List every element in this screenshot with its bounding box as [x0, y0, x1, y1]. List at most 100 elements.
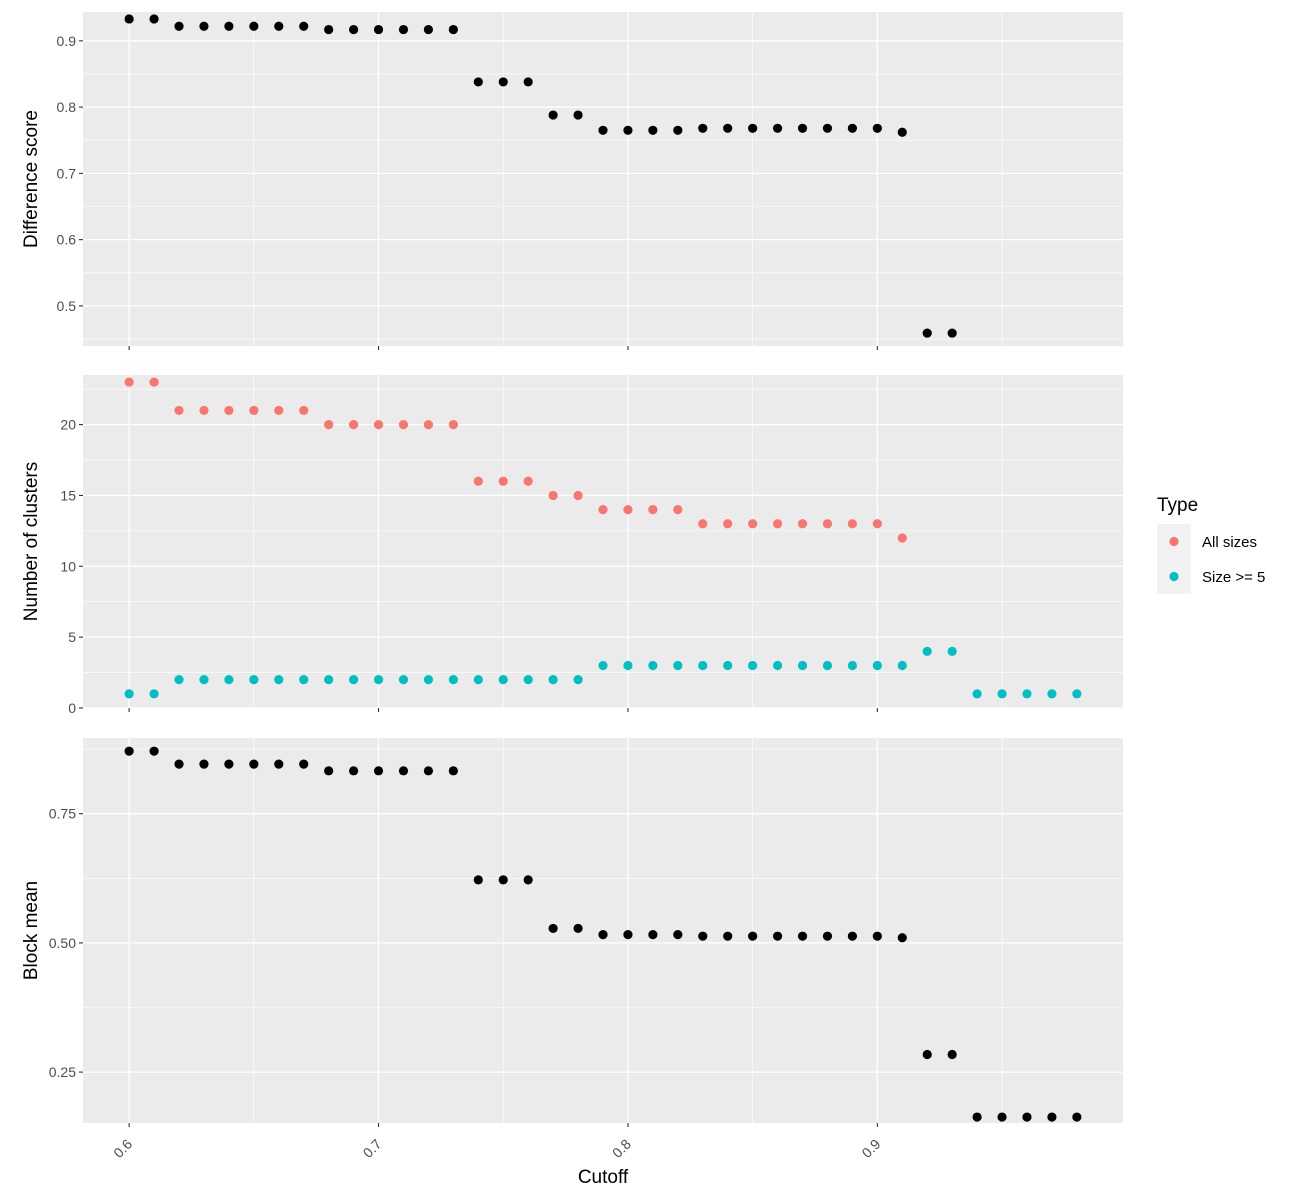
data-point	[523, 476, 533, 486]
data-point	[673, 660, 683, 671]
data-point	[398, 766, 409, 776]
y-tick-label: 0.5	[57, 298, 77, 314]
data-point	[748, 123, 758, 133]
data-point	[224, 21, 234, 31]
data-point	[698, 931, 708, 941]
x-tick-label: 0.8	[609, 1136, 634, 1161]
data-point	[299, 405, 309, 416]
y-tick-label: 0	[68, 700, 76, 716]
data-point	[224, 405, 234, 416]
data-point	[423, 766, 434, 776]
data-point	[548, 490, 558, 501]
y-tick-label: 0.7	[57, 165, 77, 181]
x-tick-label: 0.6	[110, 1136, 135, 1161]
data-point	[124, 377, 134, 387]
data-point	[872, 660, 882, 671]
data-point	[523, 875, 533, 885]
data-point	[772, 931, 783, 941]
data-point	[673, 505, 683, 515]
data-point	[348, 675, 359, 685]
data-point	[423, 675, 434, 685]
data-point	[249, 405, 259, 416]
data-point	[324, 766, 334, 776]
data-point	[947, 1049, 957, 1060]
data-point	[997, 689, 1007, 699]
data-point	[1022, 1112, 1032, 1122]
panel-background	[83, 12, 1123, 346]
data-point	[897, 660, 907, 671]
data-point	[199, 759, 209, 769]
data-point	[673, 125, 683, 135]
data-point	[698, 660, 708, 671]
data-point	[473, 675, 483, 685]
data-point	[548, 675, 558, 685]
y-tick-label: 0.6	[57, 232, 77, 248]
data-point	[274, 405, 284, 416]
data-point	[448, 675, 458, 685]
data-point	[698, 123, 708, 133]
data-point	[797, 931, 808, 941]
data-point	[548, 110, 558, 120]
x-axis-title: Cutoff	[578, 1167, 629, 1188]
data-point	[922, 646, 932, 656]
data-point	[598, 930, 608, 940]
y-tick-label: 0.9	[57, 33, 77, 49]
legend: Type All sizes Size >= 5	[1157, 495, 1265, 594]
data-point	[573, 110, 583, 120]
data-point	[124, 14, 134, 24]
data-point	[423, 419, 434, 430]
data-point	[772, 123, 783, 133]
y-tick-label: 15	[60, 487, 76, 503]
data-point	[1047, 689, 1057, 699]
data-point	[373, 675, 384, 685]
data-point	[1072, 1112, 1082, 1122]
data-point	[448, 24, 458, 35]
data-point	[299, 21, 309, 31]
x-tick-label: 0.7	[360, 1136, 385, 1161]
data-point	[548, 923, 558, 934]
data-point	[822, 123, 833, 133]
data-point	[324, 24, 334, 35]
series-points	[124, 14, 957, 338]
data-point	[872, 931, 882, 941]
y-tick-label: 0.75	[49, 806, 76, 822]
data-point	[324, 675, 334, 685]
data-point	[473, 77, 483, 87]
legend-key-point	[1169, 536, 1179, 547]
data-point	[448, 766, 458, 776]
panel-3: 0.25 0.50 0.75 Block mean 0.6 0.7 0.8 0.9 Cutoff	[21, 738, 1123, 1188]
series-points	[124, 377, 907, 543]
data-point	[224, 759, 234, 769]
data-point	[274, 759, 284, 769]
data-point	[598, 125, 608, 135]
data-point	[274, 21, 284, 31]
data-point	[847, 123, 858, 133]
data-point	[274, 675, 284, 685]
data-point	[398, 24, 409, 35]
data-point	[897, 127, 907, 137]
data-point	[972, 1112, 982, 1122]
data-point	[748, 660, 758, 671]
data-point	[324, 419, 334, 430]
data-point	[748, 519, 758, 529]
data-point	[174, 21, 184, 31]
data-point	[373, 766, 384, 776]
data-point	[473, 875, 483, 885]
legend-item: Size >= 5	[1157, 559, 1265, 594]
data-point	[348, 24, 359, 35]
data-point	[174, 675, 184, 685]
data-point	[573, 490, 583, 501]
data-point	[847, 660, 858, 671]
data-point	[797, 519, 808, 529]
data-point	[623, 125, 633, 135]
data-point	[174, 759, 184, 769]
data-point	[897, 533, 907, 543]
y-tick-label: 10	[60, 558, 76, 574]
data-point	[249, 675, 259, 685]
data-point	[573, 923, 583, 934]
data-point	[299, 759, 309, 769]
data-point	[947, 328, 957, 338]
data-point	[797, 660, 808, 671]
legend-title: Type	[1157, 495, 1198, 516]
y-tick-label: 0.50	[49, 935, 76, 951]
